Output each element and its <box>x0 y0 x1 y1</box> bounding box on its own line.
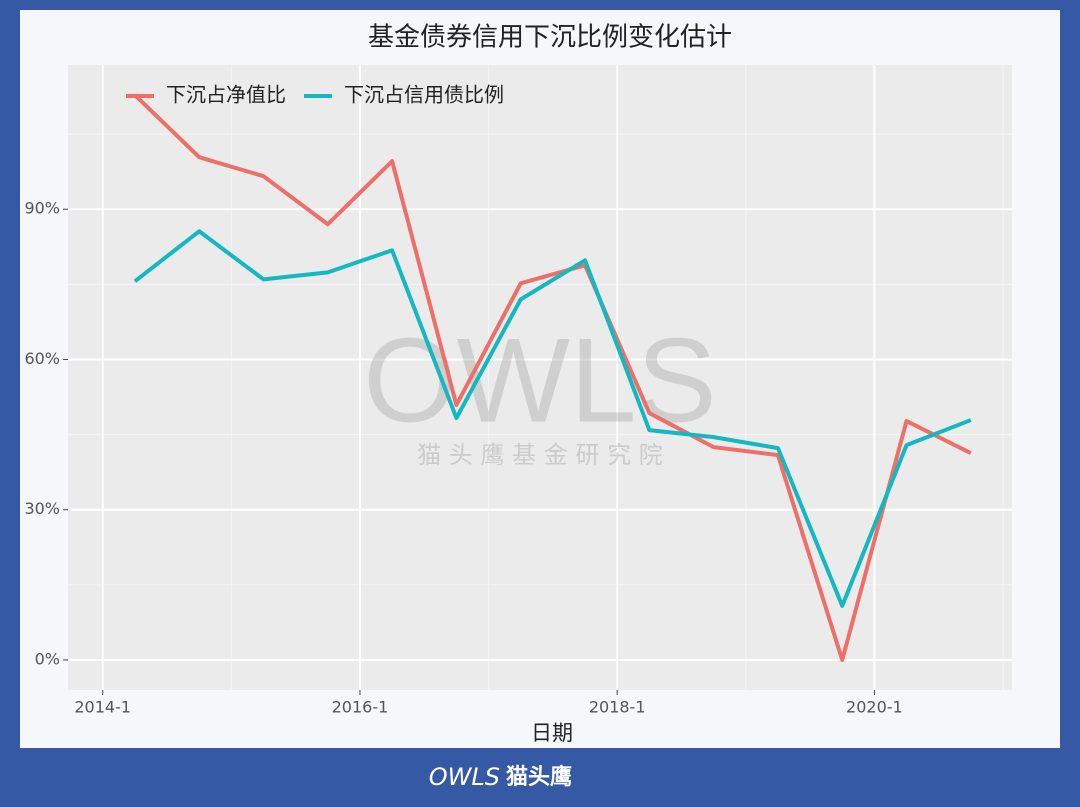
plot-area <box>68 65 1012 690</box>
x-tick-label: 2020-1 <box>846 698 903 717</box>
y-tick-label: 30% <box>24 499 60 518</box>
x-axis-label: 日期 <box>531 721 573 745</box>
footer-brand: 猫头鹰 <box>506 764 572 790</box>
footer-logo: OWLS <box>429 763 500 791</box>
chart-title: 基金债券信用下沉比例变化估计 <box>368 23 732 53</box>
watermark-subtitle: 猫 头 鹰 基 金 研 究 院 <box>417 441 662 469</box>
watermark: OWLS <box>363 314 716 448</box>
grid: 0% 30% 60% 90% 2014-1 2016-1 2018-1 2020-1 <box>24 65 1012 717</box>
series-line <box>133 229 972 608</box>
lines <box>133 93 972 662</box>
y-tick-label: 0% <box>35 649 60 668</box>
series-line <box>133 93 972 662</box>
x-tick-label: 2016-1 <box>332 698 389 717</box>
x-tick-label: 2014-1 <box>74 698 131 717</box>
legend-label: 下沉占信用债比例 <box>344 83 504 107</box>
y-tick-label: 90% <box>24 199 60 218</box>
x-tick-label: 2018-1 <box>589 698 646 717</box>
y-tick-label: 60% <box>24 349 60 368</box>
legend-label: 下沉占净值比 <box>166 83 286 107</box>
legend: 下沉占净值比 下沉占信用债比例 <box>126 83 504 107</box>
